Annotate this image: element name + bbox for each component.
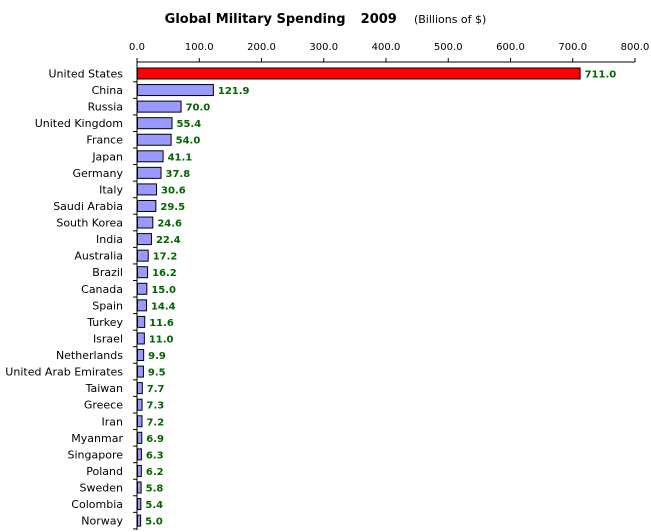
bar (137, 332, 145, 345)
bar (137, 233, 152, 246)
value-label: 55.4 (176, 119, 201, 130)
category-label: Saudi Arabia (53, 200, 123, 213)
bar (137, 365, 144, 378)
category-label: Russia (88, 101, 123, 114)
bar (137, 448, 142, 461)
bar (137, 299, 147, 312)
bar (137, 514, 142, 527)
bar (137, 266, 149, 279)
category-label: Sweden (80, 482, 123, 495)
bar (137, 183, 158, 196)
value-label: 11.6 (149, 318, 174, 329)
bar (137, 431, 143, 444)
bar (137, 84, 214, 97)
category-label: Iran (102, 415, 124, 428)
category-label: United Kingdom (35, 117, 123, 130)
bar (137, 133, 172, 146)
category-label: Norway (81, 515, 123, 528)
value-label: 121.9 (218, 86, 250, 97)
bar (137, 464, 142, 477)
bar (137, 349, 145, 362)
x-tick-label: 500.0 (434, 42, 463, 53)
value-label: 70.0 (186, 103, 211, 114)
x-tick-label: 100.0 (185, 42, 214, 53)
bar (137, 315, 146, 328)
bar (137, 150, 164, 163)
value-label: 16.2 (152, 268, 177, 279)
value-label: 7.7 (147, 384, 165, 395)
value-label: 9.5 (148, 368, 166, 379)
category-label: Colombia (71, 498, 123, 511)
value-label: 15.0 (151, 285, 176, 296)
category-label: France (86, 134, 123, 147)
value-label: 7.3 (147, 401, 165, 412)
category-label: Greece (84, 399, 123, 412)
category-label: South Korea (56, 217, 123, 230)
value-label: 5.4 (145, 500, 163, 511)
chart-unit-label: (Billions of $) (413, 13, 487, 26)
bar (137, 382, 143, 395)
x-tick-label: 600.0 (496, 42, 525, 53)
category-label: Italy (99, 183, 123, 196)
category-label: Myanmar (71, 432, 123, 445)
bar (137, 166, 162, 179)
category-label: Australia (74, 250, 123, 263)
value-label: 41.1 (168, 152, 193, 163)
category-label: India (96, 233, 123, 246)
x-tick-label: 200.0 (247, 42, 276, 53)
bar (137, 282, 148, 295)
category-label: Taiwan (85, 382, 123, 395)
bar (137, 498, 142, 511)
bar (137, 415, 143, 428)
category-label: Japan (91, 150, 123, 163)
chart-title-year: 2009 (360, 12, 397, 27)
category-label: United States (49, 68, 124, 81)
x-tick-label: 0.0 (129, 42, 145, 53)
value-label: 5.8 (146, 484, 164, 495)
category-label: Canada (81, 283, 123, 296)
value-label: 6.2 (146, 467, 164, 478)
bar (137, 67, 581, 80)
category-label: Singapore (68, 448, 124, 461)
bar (137, 249, 149, 262)
value-label: 30.6 (161, 185, 186, 196)
category-label: Poland (86, 465, 123, 478)
x-tick-label: 300.0 (309, 42, 338, 53)
value-label: 711.0 (585, 70, 617, 81)
x-tick-label: 800.0 (621, 42, 650, 53)
value-label: 14.4 (151, 301, 176, 312)
category-label: Israel (93, 332, 123, 345)
value-label: 5.0 (145, 517, 163, 528)
category-label: Brazil (92, 266, 123, 279)
x-tick-label: 700.0 (558, 42, 587, 53)
value-label: 17.2 (153, 252, 178, 263)
value-label: 7.2 (146, 417, 164, 428)
category-label: Netherlands (56, 349, 123, 362)
category-label: United Arab Emirates (5, 366, 123, 379)
value-label: 54.0 (176, 136, 201, 147)
bar (137, 216, 154, 229)
bar (137, 398, 143, 411)
value-label: 29.5 (160, 202, 185, 213)
value-label: 11.0 (149, 334, 174, 345)
value-label: 9.9 (148, 351, 166, 362)
chart-title-main: Global Military Spending (164, 12, 346, 27)
value-label: 37.8 (166, 169, 191, 180)
bar (137, 481, 142, 494)
value-label: 6.9 (146, 434, 164, 445)
category-label: Germany (72, 167, 123, 180)
bar (137, 199, 157, 212)
bar (137, 117, 173, 130)
category-label: Spain (92, 299, 123, 312)
x-tick-label: 400.0 (372, 42, 401, 53)
chart-title: Global Military Spending 2009 (Billions … (0, 8, 651, 27)
category-label: China (92, 84, 123, 97)
value-label: 6.3 (146, 450, 164, 461)
bar (137, 100, 182, 113)
value-label: 24.6 (157, 219, 182, 230)
value-label: 22.4 (156, 235, 181, 246)
category-label: Turkey (86, 316, 123, 329)
